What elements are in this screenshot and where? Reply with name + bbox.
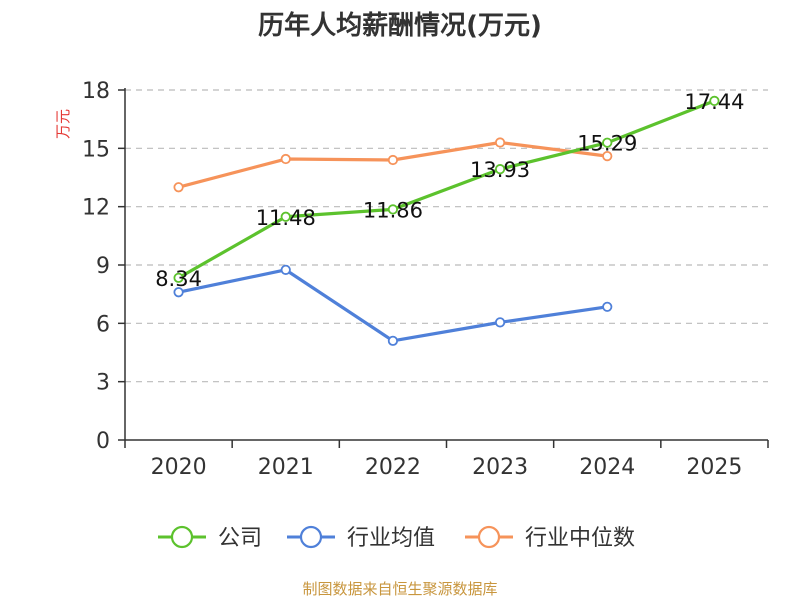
data-label: 11.86 — [363, 198, 423, 222]
data-label: 15.29 — [577, 132, 637, 156]
x-tick-label: 2022 — [365, 455, 421, 480]
y-tick-label: 0 — [96, 429, 110, 454]
axes: 0 3 6 9 12 15 18 2020 2021 2022 2023 2024 2025 — [82, 79, 769, 480]
legend-marker-0 — [170, 525, 194, 549]
data-label: 8.34 — [155, 267, 202, 291]
series-point-2 — [494, 137, 506, 148]
x-tick-label: 2021 — [258, 455, 314, 480]
data-labels: 8.34 11.48 11.86 13.93 15.29 17.44 — [155, 90, 744, 291]
series-point-1 — [602, 301, 613, 312]
x-tick-label: 2024 — [579, 455, 635, 480]
y-tick-label: 9 — [96, 254, 110, 279]
series-point-2 — [387, 154, 399, 166]
x-tick-label: 2023 — [472, 455, 528, 480]
legend-label-2: 行业中位数 — [525, 526, 635, 551]
data-label: 13.93 — [470, 158, 530, 182]
chart-title: 历年人均薪酬情况(万元) — [258, 10, 542, 41]
data-label: 17.44 — [684, 90, 744, 114]
x-tick-label: 2025 — [686, 455, 742, 480]
series-point-0 — [173, 272, 184, 283]
series-point-0 — [280, 211, 291, 222]
series-point-2 — [280, 153, 291, 165]
grid-lines — [125, 89, 768, 383]
series-point-1 — [173, 287, 184, 298]
series-point-1 — [387, 335, 399, 346]
series-line-0 — [176, 99, 717, 280]
series-point-2 — [602, 151, 613, 162]
legend-marker-1 — [299, 525, 323, 549]
legend: 公司 行业均值 行业中位数 — [158, 525, 635, 551]
source-note: 制图数据来自恒生聚源数据库 — [302, 580, 497, 598]
y-tick-label: 6 — [96, 312, 110, 337]
y-tick-label: 3 — [96, 371, 110, 396]
series-point-0 — [709, 95, 720, 106]
x-tick-label: 2020 — [151, 455, 207, 480]
y-tick-label: 12 — [82, 196, 110, 221]
series-point-0 — [387, 204, 399, 215]
series-point-0 — [602, 137, 613, 148]
legend-label-1: 行业均值 — [347, 526, 435, 551]
y-tick-label: 18 — [82, 79, 110, 104]
data-label: 11.48 — [256, 206, 316, 230]
legend-marker-2 — [477, 525, 501, 549]
series-lines — [173, 95, 720, 346]
y-axis-label: 万元 — [54, 109, 72, 139]
series-point-0 — [494, 164, 506, 175]
series-line-1 — [176, 268, 609, 343]
legend-label-0: 公司 — [218, 526, 262, 551]
series-point-1 — [494, 317, 506, 328]
series-point-2 — [173, 182, 184, 193]
y-tick-label: 15 — [82, 137, 110, 162]
series-point-1 — [280, 264, 291, 275]
